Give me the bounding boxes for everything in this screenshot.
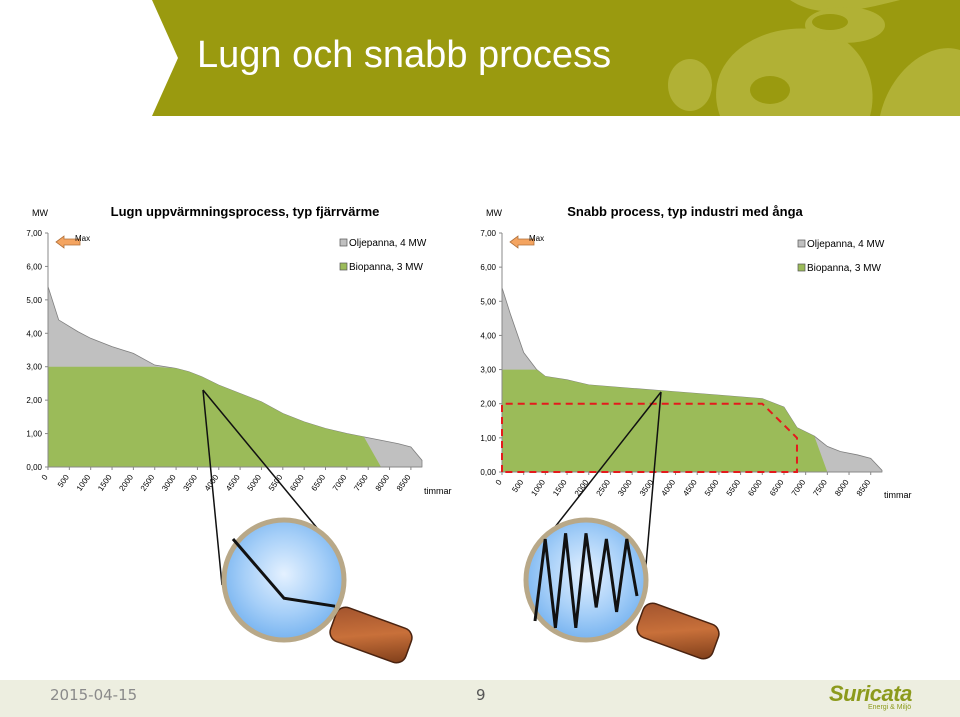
- x-tick-label: 5000: [246, 473, 264, 493]
- magnifier-right-guide-a: [543, 391, 662, 542]
- y-tick-label: 2,00: [26, 396, 42, 405]
- dashed-band-outline: [501, 402, 798, 473]
- chart-left: Lugn uppvärmningsprocess, typ fjärrvärme…: [26, 204, 451, 496]
- legend-label: Oljepanna, 4 MW: [349, 238, 427, 249]
- x-tick-label: 2000: [573, 478, 591, 498]
- x-tick-label: 6500: [768, 478, 786, 498]
- legend-swatch: [339, 262, 348, 271]
- x-tick-label: 7500: [811, 478, 829, 498]
- header-meerkat-eye: [750, 14, 848, 104]
- x-tick-label: 0: [494, 478, 504, 487]
- y-tick-label: 0,00: [26, 463, 42, 472]
- magnifier-right-guide-b: [643, 391, 662, 589]
- legend-label: Oljepanna, 4 MW: [807, 239, 885, 250]
- footer-bar: [0, 680, 960, 717]
- magnifier-right-handle: [636, 602, 720, 660]
- legend-swatch: [797, 263, 806, 272]
- logo-name: Suricata: [829, 681, 912, 706]
- logo-tagline: Energi & Miljö: [868, 704, 912, 711]
- y-tick-label: 0,00: [480, 468, 496, 477]
- x-tick-label: 2000: [117, 473, 135, 493]
- x-tick-label: 3500: [181, 473, 199, 493]
- x-tick-label: 8000: [374, 473, 392, 493]
- y-tick-label: 5,00: [26, 296, 42, 305]
- magnifier-left: [202, 389, 413, 664]
- x-tick-label: 4500: [681, 478, 699, 498]
- magnifier-left-zoom-line: [231, 538, 336, 608]
- y-axis-label: MW: [486, 208, 502, 218]
- magnifier-left-lens: [221, 517, 347, 643]
- x-tick-label: 1500: [96, 473, 114, 493]
- area-series-biopanna: [48, 366, 382, 467]
- max-arrow-icon: [55, 235, 81, 249]
- x-tick-label: 4000: [660, 478, 678, 498]
- chart-title: Snabb process, typ industri med ånga: [567, 204, 803, 219]
- x-tick-label: 7000: [331, 473, 349, 493]
- y-tick-label: 3,00: [26, 363, 42, 372]
- y-tick-label: 4,00: [26, 329, 42, 338]
- y-axis-label: MW: [32, 208, 48, 218]
- x-axis-label: timmar: [424, 486, 452, 496]
- y-tick-label: 7,00: [26, 229, 42, 238]
- x-tick-label: 5500: [725, 478, 743, 498]
- y-tick-label: 3,00: [480, 366, 496, 375]
- max-arrow-icon: [509, 235, 535, 249]
- x-tick-label: 3000: [160, 473, 178, 493]
- x-tick-label: 500: [510, 478, 525, 495]
- area-series-biopanna: [502, 369, 828, 472]
- x-tick-label: 1000: [75, 473, 93, 493]
- x-tick-label: 2500: [139, 473, 157, 493]
- y-tick-label: 1,00: [480, 434, 496, 443]
- header-banner: Lugn och snabb process: [0, 0, 960, 116]
- x-tick-label: 7500: [352, 473, 370, 493]
- x-tick-label: 8500: [395, 473, 413, 493]
- y-tick-label: 5,00: [480, 297, 496, 306]
- x-axis-label: timmar: [884, 490, 912, 500]
- x-tick-label: 5500: [267, 473, 285, 493]
- x-tick-label: 1500: [551, 478, 569, 498]
- magnifier-right-zoom-line: [533, 533, 639, 629]
- x-tick-label: 2500: [595, 478, 613, 498]
- magnifier-right: [523, 391, 720, 660]
- y-tick-label: 2,00: [480, 400, 496, 409]
- y-tick-label: 6,00: [26, 262, 42, 271]
- legend-swatch: [797, 239, 806, 248]
- slide-title: Lugn och snabb process: [197, 34, 612, 76]
- header-white-chevron: [0, 0, 178, 116]
- x-tick-label: 5000: [703, 478, 721, 498]
- legend-label: Biopanna, 3 MW: [349, 262, 423, 273]
- footer-date: 2015-04-15: [50, 686, 138, 704]
- y-tick-label: 4,00: [480, 331, 496, 340]
- x-tick-label: 6000: [746, 478, 764, 498]
- magnifier-left-guide-a: [202, 389, 223, 586]
- x-tick-label: 1000: [529, 478, 547, 498]
- y-tick-label: 7,00: [480, 229, 496, 238]
- chart-right: Snabb process, typ industri med ånga MW ti…: [480, 204, 911, 500]
- legend-swatch: [339, 238, 348, 247]
- magnifier-left-handle: [329, 606, 413, 664]
- x-tick-label: 4500: [224, 473, 242, 493]
- y-tick-label: 1,00: [26, 430, 42, 439]
- x-tick-label: 0: [40, 473, 50, 482]
- x-tick-label: 6500: [310, 473, 328, 493]
- x-tick-label: 500: [56, 473, 71, 490]
- y-tick-label: 6,00: [480, 263, 496, 272]
- x-tick-label: 3000: [616, 478, 634, 498]
- x-tick-label: 6000: [288, 473, 306, 493]
- x-tick-label: 8500: [855, 478, 873, 498]
- x-tick-label: 8000: [833, 478, 851, 498]
- magnifier-left-guide-b: [202, 389, 328, 541]
- x-tick-label: 7000: [790, 478, 808, 498]
- max-annotation: Max: [529, 234, 544, 243]
- page-number: 9: [476, 686, 486, 704]
- legend-label: Biopanna, 3 MW: [807, 263, 881, 274]
- header-decoration: [0, 0, 960, 116]
- max-annotation: Max: [75, 234, 90, 243]
- chart-title: Lugn uppvärmningsprocess, typ fjärrvärme: [111, 204, 380, 219]
